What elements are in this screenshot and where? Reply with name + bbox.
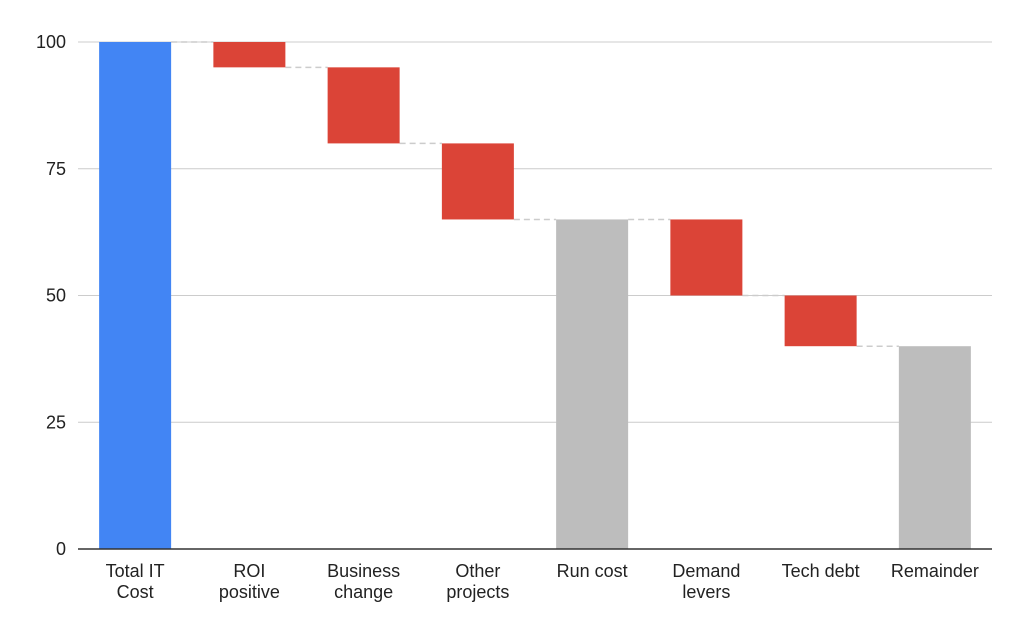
bar-decrease — [441, 143, 514, 220]
x-category-label-line: projects — [446, 582, 509, 602]
x-category-label-line: Other — [455, 561, 500, 581]
gridlines — [78, 41, 992, 423]
x-category-label: Run cost — [557, 561, 628, 581]
y-tick-label: 25 — [46, 412, 66, 432]
y-tick-label: 0 — [56, 539, 66, 559]
x-category-label: Tech debt — [782, 561, 860, 581]
x-category-label: ROI positive — [219, 561, 280, 602]
y-tick-label: 50 — [46, 286, 66, 306]
x-category-label-line: Total IT — [106, 561, 165, 581]
x-category-label: Remainder — [891, 561, 979, 581]
bar-subtotal — [556, 219, 629, 549]
x-category-label-line: ROI — [233, 561, 265, 581]
bar-subtotal — [898, 346, 971, 549]
connector-lines — [171, 41, 899, 347]
labels: 0 25 50 75 100 Total IT Cost ROI positive Busines… — [36, 32, 979, 602]
bar-decrease — [670, 219, 743, 296]
x-category-label-line: levers — [682, 582, 730, 602]
bar-total — [99, 42, 172, 549]
bar-decrease — [213, 42, 286, 68]
x-category-label: Business change — [327, 561, 400, 602]
x-category-label-line: Tech debt — [782, 561, 860, 581]
x-category-label: Other projects — [446, 561, 509, 602]
x-category-label-line: positive — [219, 582, 280, 602]
bars — [99, 42, 971, 549]
bar-decrease — [327, 67, 400, 144]
x-category-label-line: Remainder — [891, 561, 979, 581]
x-category-label-line: Demand — [672, 561, 740, 581]
x-category-label-line: change — [334, 582, 393, 602]
x-category-label-line: Run cost — [557, 561, 628, 581]
x-category-label-line: Business — [327, 561, 400, 581]
y-tick-label: 75 — [46, 159, 66, 179]
x-category-label: Total IT Cost — [106, 561, 165, 602]
x-category-label: Demand levers — [672, 561, 740, 602]
x-category-label-line: Cost — [117, 582, 154, 602]
y-tick-label: 100 — [36, 32, 66, 52]
bar-decrease — [784, 295, 857, 347]
